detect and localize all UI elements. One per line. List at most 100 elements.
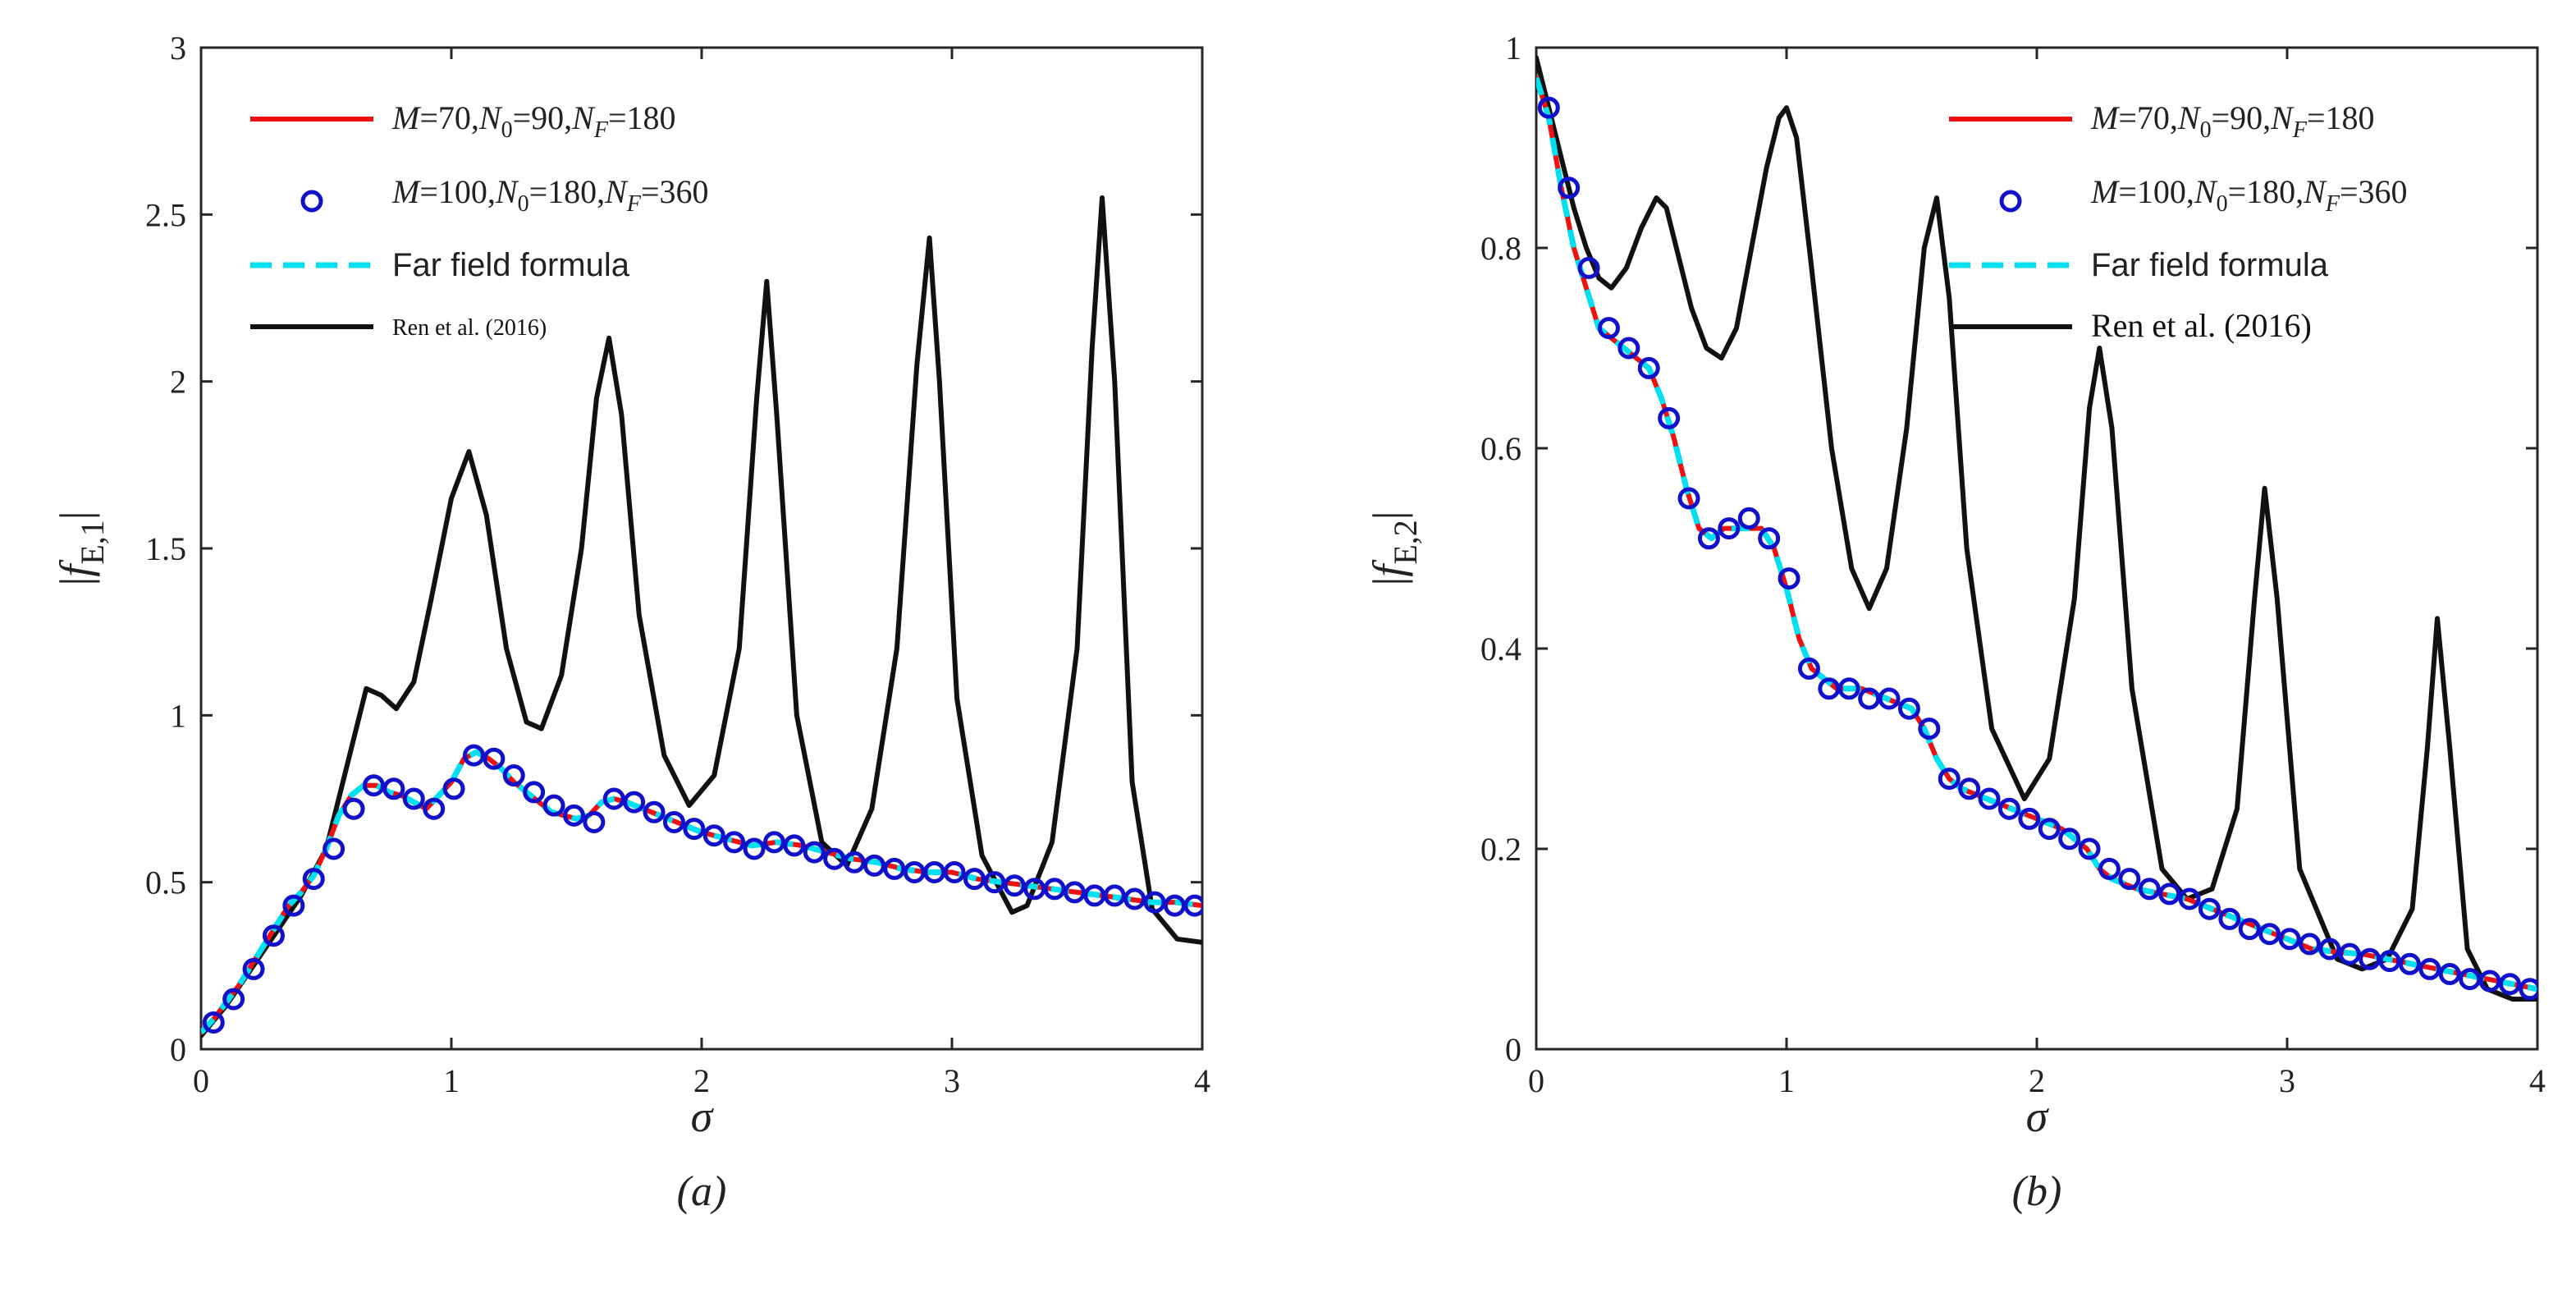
legend-m100-N0-b: 180 <box>2246 173 2295 210</box>
point-m100-b-11 <box>1758 527 1781 550</box>
point-m100-a-47 <box>1143 891 1166 914</box>
point-m100-a-40 <box>1003 874 1026 897</box>
point-m100-b-5 <box>1637 356 1660 379</box>
svg-text:|fE,1|: |fE,1| <box>51 511 111 585</box>
point-m100-b-9 <box>1718 517 1741 540</box>
point-m100-a-30 <box>803 841 826 864</box>
point-m100-b-49 <box>2519 978 2537 1001</box>
point-m100-b-46 <box>2459 968 2482 991</box>
point-m100-b-18 <box>1897 697 1920 720</box>
y-tick-label-b-5: 1 <box>1505 30 1521 66</box>
y-axis-label-sub-b: E,2 <box>1387 520 1424 564</box>
point-m100-b-31 <box>2158 883 2181 906</box>
point-m100-b-47 <box>2478 970 2501 993</box>
legend-entry-m100-a: M=100,N0=180,NF=360 <box>300 173 709 217</box>
y-tick-label-b-4: 0.8 <box>1480 230 1521 267</box>
point-m100-a-26 <box>723 831 746 854</box>
x-tick-label-b-0: 0 <box>1528 1062 1544 1099</box>
point-m100-a-4 <box>282 894 305 917</box>
point-m100-a-8 <box>362 774 385 797</box>
point-m100-a-7 <box>342 797 365 820</box>
point-m100-b-45 <box>2438 963 2461 985</box>
point-m100-b-26 <box>2058 828 2081 851</box>
point-m100-b-15 <box>1837 677 1860 700</box>
legend-entry-ren-b: Ren et al. (2016) <box>1949 307 2312 344</box>
y-tick-label-b-0: 0 <box>1505 1031 1521 1068</box>
legend-b: M=70,N0=90,NF=180 M=100,N0=180,NF=360 Fa… <box>1949 99 2408 344</box>
ticks-b <box>1535 46 2539 1051</box>
point-m100-b-40 <box>2338 942 2361 965</box>
point-m100-a-15 <box>502 764 525 787</box>
point-m100-b-28 <box>2098 857 2121 880</box>
point-m100-a-0 <box>202 1011 225 1034</box>
x-tick-label-a-4: 4 <box>1194 1062 1210 1099</box>
point-m100-a-13 <box>462 744 485 767</box>
y-axis-label-sub-a: E,1 <box>74 520 111 564</box>
point-m100-a-23 <box>662 810 685 833</box>
point-m100-a-18 <box>562 804 585 827</box>
legend-entry-far-a: Far field formula <box>250 247 630 283</box>
point-m100-a-22 <box>643 800 666 823</box>
point-m100-a-24 <box>683 818 706 841</box>
point-m100-a-33 <box>862 854 885 877</box>
point-m100-a-43 <box>1063 881 1086 904</box>
point-m100-a-34 <box>883 857 906 880</box>
point-m100-b-1 <box>1558 177 1581 199</box>
legend-entry-far-b: Far field formula <box>1949 247 2329 283</box>
y-tick-label-a-5: 2.5 <box>145 196 186 233</box>
legend-m100-M-b: 100 <box>2137 173 2186 210</box>
legend-m100-N0-a: 180 <box>547 173 597 210</box>
legend-entry-m70-a: M=70,N0=90,NF=180 <box>250 99 676 143</box>
point-m100-b-21 <box>1958 777 1981 800</box>
legend-marker-m100-b <box>1999 190 2022 213</box>
point-m100-a-1 <box>222 988 245 1011</box>
chart-panel-b: 0 1 2 3 400.20.40.60.81 |fE,2| σ (b) M=70,N0… <box>1364 30 2546 1215</box>
point-m100-a-29 <box>783 834 806 857</box>
point-m100-a-19 <box>583 810 606 833</box>
point-m100-b-27 <box>2078 837 2101 860</box>
point-m100-b-20 <box>1938 768 1961 791</box>
point-m100-b-22 <box>1978 787 2001 810</box>
legend-m70-M-b: 70 <box>2137 99 2170 136</box>
x-tick-label-a-0: 0 <box>193 1062 209 1099</box>
point-m100-b-32 <box>2178 887 2201 910</box>
point-m100-b-24 <box>2018 807 2041 830</box>
ticklabels-a: 0 1 2 3 4 0 0.5 1 1.5 2 2.5 3 <box>145 30 1210 1099</box>
x-tick-label-b-3: 3 <box>2279 1062 2295 1099</box>
point-m100-b-19 <box>1918 718 1941 740</box>
point-m100-a-42 <box>1043 878 1066 901</box>
y-tick-label-b-3: 0.6 <box>1480 430 1521 467</box>
point-m100-a-37 <box>943 860 966 883</box>
point-m100-b-4 <box>1617 337 1640 360</box>
svg-text:M=70,N0=90,NF=180: M=70,N0=90,NF=180 <box>391 99 676 143</box>
point-m100-a-9 <box>382 777 405 800</box>
point-m100-b-13 <box>1797 657 1820 680</box>
legend-m70-N0-a: 90 <box>531 99 564 136</box>
point-m100-b-42 <box>2378 950 2401 973</box>
legend-label-ren-a: Ren et al. (2016) <box>392 315 547 341</box>
point-m100-b-41 <box>2359 947 2382 970</box>
point-m100-a-46 <box>1123 887 1146 910</box>
y-axis-label-a: |fE,1| <box>51 511 111 585</box>
series-m100-b <box>1537 96 2537 1001</box>
series-ren-a <box>201 195 1202 1039</box>
legend-label-far-a: Far field formula <box>392 247 630 283</box>
legend-entry-ren-a: Ren et al. (2016) <box>250 315 547 341</box>
point-m100-a-39 <box>983 871 1006 894</box>
y-tick-label-b-1: 0.2 <box>1480 831 1521 868</box>
legend-label-ren-b: Ren et al. (2016) <box>2091 307 2312 344</box>
point-m100-b-3 <box>1597 317 1620 340</box>
point-m100-a-11 <box>423 797 446 820</box>
point-m100-a-45 <box>1103 884 1126 907</box>
point-m100-b-38 <box>2298 933 2321 956</box>
series-group-a <box>201 195 1202 1039</box>
point-m100-b-29 <box>2118 868 2141 891</box>
point-m100-b-43 <box>2398 952 2421 975</box>
point-m100-b-2 <box>1577 256 1600 279</box>
point-m100-b-37 <box>2278 928 2301 951</box>
legend-m70-NF-b: 180 <box>2326 99 2375 136</box>
point-m100-a-5 <box>302 868 325 891</box>
legend-a: M=70,N0=90,NF=180 M=100,N0=180,NF=360 Fa… <box>250 99 709 341</box>
point-m100-b-48 <box>2498 973 2521 996</box>
panel-label-a: (a) <box>677 1168 727 1215</box>
